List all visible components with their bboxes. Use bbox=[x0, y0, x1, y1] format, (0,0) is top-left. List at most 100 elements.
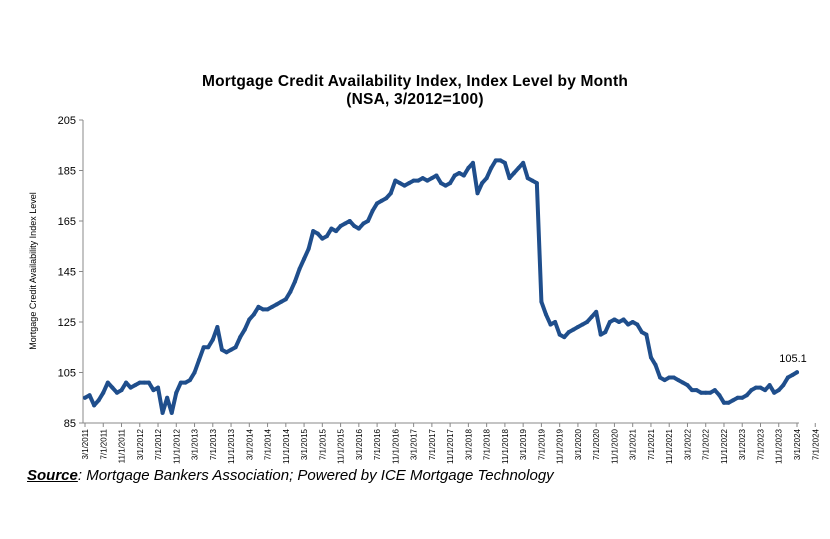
y-tick-label: 185 bbox=[58, 166, 76, 178]
data-point bbox=[114, 390, 119, 395]
data-point bbox=[671, 375, 676, 380]
data-point bbox=[229, 347, 234, 352]
data-point bbox=[452, 173, 457, 178]
data-point bbox=[334, 229, 339, 234]
data-point bbox=[315, 231, 320, 236]
data-point bbox=[192, 370, 197, 375]
data-point bbox=[589, 314, 594, 319]
data-point bbox=[434, 173, 439, 178]
data-point bbox=[607, 320, 612, 324]
data-point bbox=[324, 234, 329, 239]
data-point bbox=[233, 345, 238, 350]
data-point bbox=[630, 320, 635, 324]
data-point bbox=[224, 350, 229, 355]
x-tick-label: 11/1/2021 bbox=[665, 428, 674, 464]
data-point bbox=[717, 393, 722, 398]
data-point bbox=[530, 178, 535, 183]
data-point bbox=[265, 307, 270, 312]
data-point bbox=[598, 332, 603, 337]
data-point bbox=[635, 322, 640, 327]
data-point bbox=[320, 236, 325, 241]
data-point bbox=[302, 256, 307, 261]
data-point bbox=[393, 178, 398, 183]
data-point bbox=[626, 322, 631, 327]
x-tick-label: 3/1/2019 bbox=[519, 428, 528, 460]
data-point bbox=[165, 395, 170, 400]
data-point bbox=[785, 375, 790, 380]
x-tick-label: 3/1/2014 bbox=[245, 428, 254, 460]
series-line bbox=[83, 158, 799, 415]
data-point bbox=[388, 191, 393, 196]
data-point bbox=[343, 221, 348, 226]
chart-title-block: Mortgage Credit Availability Index, Inde… bbox=[0, 73, 830, 109]
x-tick-label: 7/1/2013 bbox=[209, 428, 218, 460]
data-point bbox=[361, 221, 366, 226]
data-point bbox=[379, 198, 384, 203]
x-tick-label: 7/1/2016 bbox=[373, 428, 382, 460]
y-tick-label: 165 bbox=[58, 216, 76, 228]
data-point bbox=[274, 302, 279, 307]
x-tick-label: 3/1/2016 bbox=[355, 428, 364, 460]
data-point bbox=[525, 176, 530, 181]
data-point bbox=[160, 410, 165, 415]
chart-title: Mortgage Credit Availability Index, Inde… bbox=[201, 73, 629, 90]
data-point bbox=[137, 380, 142, 385]
data-point bbox=[270, 304, 275, 309]
x-tick-label: 11/1/2019 bbox=[556, 428, 565, 464]
data-point bbox=[119, 388, 124, 393]
x-tick-label: 7/1/2024 bbox=[811, 428, 820, 460]
data-point bbox=[512, 171, 517, 176]
y-tick-label: 145 bbox=[58, 267, 76, 279]
data-point bbox=[726, 400, 731, 405]
data-point bbox=[648, 355, 653, 360]
data-point bbox=[297, 266, 302, 271]
data-point bbox=[694, 388, 699, 393]
data-point bbox=[566, 330, 571, 335]
x-tick-group: 3/1/2011 7/1/2011 11/1/2011 3/1/2012 7/1/201… bbox=[81, 423, 830, 464]
source-note: Source: Mortgage Bankers Association; Po… bbox=[27, 467, 554, 484]
data-point bbox=[219, 347, 224, 352]
data-point bbox=[329, 226, 334, 231]
data-point bbox=[407, 181, 412, 186]
data-point bbox=[306, 246, 311, 251]
data-point bbox=[543, 312, 548, 317]
x-tick-label: 3/1/2018 bbox=[464, 428, 473, 460]
data-point bbox=[356, 226, 361, 231]
data-point bbox=[187, 378, 192, 383]
data-point bbox=[96, 398, 101, 403]
x-tick-label: 11/1/2020 bbox=[610, 428, 619, 464]
data-point bbox=[242, 327, 247, 332]
x-tick-label: 3/1/2013 bbox=[191, 428, 200, 460]
data-point bbox=[105, 380, 110, 385]
data-point bbox=[690, 388, 695, 393]
data-point bbox=[480, 181, 485, 186]
x-tick-label: 7/1/2014 bbox=[264, 428, 273, 460]
data-point bbox=[516, 165, 521, 170]
x-tick-label: 7/1/2015 bbox=[318, 428, 327, 460]
data-point bbox=[201, 345, 206, 350]
last-value-label: 105.1 bbox=[779, 353, 807, 365]
y-tick-group: 85 105 125 145 165 185 205 bbox=[58, 115, 83, 430]
data-point bbox=[178, 380, 183, 385]
data-point bbox=[594, 309, 599, 314]
x-tick-label: 11/1/2018 bbox=[501, 428, 510, 464]
data-point bbox=[498, 158, 503, 163]
data-point bbox=[534, 181, 539, 186]
data-point bbox=[279, 299, 284, 304]
data-point bbox=[429, 176, 434, 181]
x-tick-label: 11/1/2014 bbox=[282, 428, 291, 464]
data-point bbox=[283, 297, 288, 302]
line-chart: 85 105 125 145 165 185 205 3/1/2011 7/1/2011 11/… bbox=[28, 115, 830, 464]
data-point bbox=[420, 176, 425, 181]
data-point bbox=[680, 380, 685, 385]
data-point bbox=[146, 380, 151, 385]
data-point bbox=[562, 335, 567, 340]
data-point bbox=[731, 398, 736, 403]
data-point bbox=[653, 362, 658, 367]
data-point bbox=[256, 304, 261, 309]
data-point bbox=[197, 357, 202, 362]
x-tick-label: 7/1/2019 bbox=[537, 428, 546, 460]
data-point bbox=[457, 171, 462, 176]
x-tick-label: 3/1/2022 bbox=[683, 428, 692, 460]
x-tick-label: 3/1/2015 bbox=[300, 428, 309, 460]
